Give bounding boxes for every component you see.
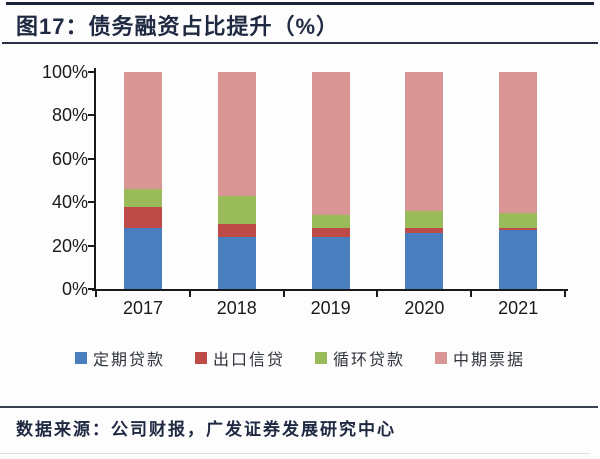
bar-segment-出口信贷 [217, 223, 256, 237]
bar-segment-中期票据 [123, 72, 162, 190]
bar-2021 [499, 72, 538, 289]
bar-segment-出口信贷 [123, 206, 162, 229]
bar-2019 [311, 72, 350, 289]
y-axis-label: 100% [41, 62, 88, 82]
legend-swatch-icon [435, 352, 448, 364]
legend-label: 出口信贷 [212, 352, 285, 369]
legend: 定期贷款 出口信贷 循环贷款 中期票据 [0, 346, 600, 370]
bar-segment-定期贷款 [499, 230, 538, 289]
bar-segment-循环贷款 [311, 215, 350, 229]
bar-segment-中期票据 [311, 72, 350, 216]
source-divider-line [0, 406, 598, 408]
legend-label: 定期贷款 [92, 352, 165, 369]
bar-segment-出口信贷 [311, 228, 350, 237]
legend-label: 循环贷款 [333, 352, 406, 369]
legend-item-循环贷款: 循环贷款 [315, 346, 405, 370]
data-source-note: 数据来源：公司财报，广发证券发展研究中心 [16, 420, 396, 439]
bar-2018 [217, 72, 256, 289]
bar-2017 [123, 72, 162, 289]
y-axis-label: 20% [51, 235, 88, 256]
legend-swatch-icon [74, 352, 87, 364]
bar-segment-中期票据 [217, 72, 256, 196]
bar-segment-定期贷款 [405, 232, 444, 289]
bar-segment-定期贷款 [217, 236, 256, 289]
x-axis-tick [95, 291, 97, 297]
x-axis-tick [282, 291, 285, 297]
bottom-faint-line [0, 453, 590, 454]
x-axis-label-2020: 2020 [404, 298, 445, 318]
bar-segment-循环贷款 [123, 189, 162, 207]
legend-item-中期票据: 中期票据 [435, 346, 525, 370]
legend-label: 中期票据 [453, 352, 526, 369]
x-axis-label-2021: 2021 [498, 298, 539, 318]
y-axis-label: 40% [51, 192, 88, 213]
chart-title: 图17：债务融资占比提升（%） [16, 14, 340, 39]
plot-area: 0% 20% 40% 60% 80% 100% 2017 2018 2019 2020 2021 [42, 62, 568, 318]
title-underline [2, 42, 598, 44]
x-axis-tick [470, 291, 473, 297]
bar-segment-中期票据 [499, 72, 538, 214]
legend-item-出口信贷: 出口信贷 [194, 346, 285, 370]
y-axis-tick [88, 288, 94, 290]
x-axis-label-2019: 2019 [310, 298, 351, 318]
top-border-line [6, 2, 594, 5]
x-axis-label-2017: 2017 [122, 298, 164, 318]
y-axis-tick [88, 114, 94, 117]
y-axis [94, 68, 96, 291]
y-axis-label: 80% [51, 105, 88, 126]
bar-segment-循环贷款 [217, 195, 256, 224]
y-axis-label: 0% [61, 279, 88, 299]
bar-segment-定期贷款 [311, 236, 350, 289]
x-axis [92, 289, 568, 291]
y-axis-tick [88, 201, 94, 204]
bar-segment-出口信贷 [499, 228, 538, 231]
legend-swatch-icon [194, 352, 207, 364]
y-axis-tick [88, 157, 94, 160]
bar-segment-循环贷款 [499, 213, 538, 229]
y-axis-label: 60% [51, 148, 88, 169]
bar-segment-中期票据 [405, 72, 444, 211]
x-axis-tick [188, 291, 191, 297]
bar-segment-出口信贷 [405, 228, 444, 233]
y-axis-tick [88, 244, 94, 247]
y-axis-tick [88, 71, 94, 73]
legend-swatch-icon [315, 352, 327, 364]
x-axis-label-2018: 2018 [216, 298, 257, 318]
bar-segment-定期贷款 [123, 228, 162, 289]
legend-item-定期贷款: 定期贷款 [74, 346, 165, 370]
bar-segment-循环贷款 [405, 210, 444, 229]
x-axis-tick [376, 291, 379, 297]
x-axis-tick [564, 291, 566, 297]
bar-2020 [405, 72, 444, 289]
